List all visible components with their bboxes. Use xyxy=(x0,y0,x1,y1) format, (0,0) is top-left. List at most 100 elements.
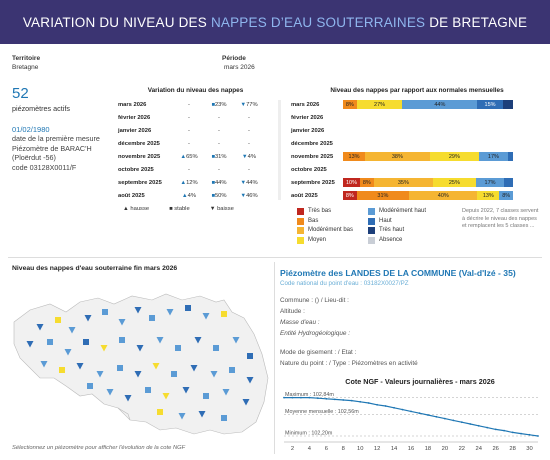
piezometer-marker-baisse[interactable] xyxy=(242,399,250,406)
ngf-point[interactable] xyxy=(333,398,336,401)
ngf-point[interactable] xyxy=(443,417,446,420)
filter-territoire[interactable]: Territoire Bretagne xyxy=(12,54,40,72)
ngf-point[interactable] xyxy=(452,419,455,422)
variation-row[interactable]: octobre 2025 - - - xyxy=(118,163,264,176)
piezometer-marker-stable[interactable] xyxy=(247,353,253,359)
bar-segment-mod_haut[interactable]: 44% xyxy=(402,100,478,109)
piezometer-marker-stable[interactable] xyxy=(149,315,155,321)
piezometer-marker-baisse[interactable] xyxy=(194,337,202,344)
ngf-point[interactable] xyxy=(418,412,421,415)
ngf-point[interactable] xyxy=(528,433,531,436)
piezometer-marker-baisse[interactable] xyxy=(190,365,198,372)
ngf-point[interactable] xyxy=(494,428,497,431)
ngf-point[interactable] xyxy=(477,424,480,427)
stacked-bar[interactable]: 13% 38% 29% 17% xyxy=(343,152,513,161)
ngf-point[interactable] xyxy=(300,396,302,399)
ngf-point[interactable] xyxy=(359,400,362,403)
variation-row[interactable]: décembre 2025 - - - xyxy=(118,137,264,150)
ngf-point[interactable] xyxy=(325,397,328,400)
ngf-point[interactable] xyxy=(384,405,387,407)
levels-row[interactable]: août 2025 8% 31% 40% 13% 8% xyxy=(291,189,513,202)
piezometer-marker-stable[interactable] xyxy=(213,345,219,351)
variation-row[interactable]: novembre 2025 ▲65% ■31% ▼4% xyxy=(118,150,264,163)
variation-row[interactable]: septembre 2025 ▲12% ■44% ▼44% xyxy=(118,176,264,189)
ngf-point[interactable] xyxy=(486,426,489,429)
piezometer-marker-baisse[interactable] xyxy=(100,345,108,352)
ngf-point[interactable] xyxy=(469,423,472,425)
piezometer-marker-stable[interactable] xyxy=(175,345,181,351)
variation-row[interactable]: janvier 2026 - - - xyxy=(118,124,264,137)
piezometer-marker-baisse[interactable] xyxy=(68,327,76,334)
filter-periode[interactable]: Période mars 2026 xyxy=(222,54,255,72)
variation-row[interactable]: février 2026 - - - xyxy=(118,111,264,124)
piezometer-marker-stable[interactable] xyxy=(83,339,89,345)
piezometer-marker-baisse[interactable] xyxy=(182,387,190,394)
brittany-map[interactable] xyxy=(10,282,270,442)
piezometer-marker-stable[interactable] xyxy=(117,365,123,371)
bar-segment-mod_bas[interactable]: 38% xyxy=(365,152,430,161)
piezometer-marker-baisse[interactable] xyxy=(222,389,230,396)
ngf-point[interactable] xyxy=(537,435,539,437)
bar-segment-mod_haut[interactable]: 17% xyxy=(478,152,508,161)
ngf-point[interactable] xyxy=(393,406,395,409)
piezometer-marker-baisse[interactable] xyxy=(210,371,218,378)
levels-row[interactable]: novembre 2025 13% 38% 29% 17% xyxy=(291,150,513,163)
piezometer-marker-stable[interactable] xyxy=(203,393,209,399)
ngf-chart[interactable]: Maximum : 102,84m Moyenne mensuelle : 102… xyxy=(278,387,543,455)
bar-segment-haut[interactable] xyxy=(504,178,513,187)
levels-row[interactable]: octobre 2025 xyxy=(291,163,513,176)
piezometer-marker-baisse[interactable] xyxy=(106,389,114,396)
piezometer-marker-baisse[interactable] xyxy=(40,361,48,368)
piezometer-marker-stable[interactable] xyxy=(229,367,235,373)
piezometer-marker-baisse[interactable] xyxy=(178,413,186,420)
ngf-point[interactable] xyxy=(376,403,379,406)
levels-row[interactable]: septembre 2025 10% 8% 35% 25% 17% xyxy=(291,176,513,189)
bar-segment-tres_haut[interactable] xyxy=(502,100,513,109)
ngf-point[interactable] xyxy=(511,431,514,434)
bar-segment-tres_bas[interactable]: 8% xyxy=(343,191,357,200)
piezometer-marker-baisse[interactable] xyxy=(134,307,142,314)
ngf-point[interactable] xyxy=(316,397,319,400)
bar-segment-mod_bas[interactable]: 40% xyxy=(409,191,478,200)
piezometer-marker-stable[interactable] xyxy=(221,311,227,317)
stacked-bar[interactable] xyxy=(343,113,513,122)
piezometer-marker-stable[interactable] xyxy=(87,383,93,389)
bar-segment-bas[interactable]: 31% xyxy=(356,191,410,200)
piezometer-marker-stable[interactable] xyxy=(157,409,163,415)
bar-segment-haut[interactable]: 15% xyxy=(477,100,503,109)
stacked-bar[interactable] xyxy=(343,126,513,135)
bar-segment-haut[interactable] xyxy=(507,152,513,161)
ngf-point[interactable] xyxy=(308,396,311,399)
bar-segment-moyen[interactable]: 25% xyxy=(433,178,476,187)
ngf-point[interactable] xyxy=(460,421,463,424)
levels-row[interactable]: mars 2026 8% 27% 44% 15% xyxy=(291,98,513,111)
piezometer-marker-baisse[interactable] xyxy=(156,337,164,344)
piezometer-marker-baisse[interactable] xyxy=(26,341,34,348)
variation-row[interactable]: août 2025 ▲4% ■50% ▼46% xyxy=(118,189,264,202)
ngf-point[interactable] xyxy=(401,408,404,411)
ngf-point[interactable] xyxy=(503,429,506,432)
bar-segment-mod_bas[interactable]: 35% xyxy=(373,178,434,187)
piezometer-marker-stable[interactable] xyxy=(119,337,125,343)
piezometer-marker-baisse[interactable] xyxy=(84,315,92,322)
piezometer-marker-stable[interactable] xyxy=(102,309,108,315)
bar-segment-moyen[interactable]: 27% xyxy=(356,100,403,109)
ngf-point[interactable] xyxy=(367,402,370,404)
piezometer-marker-baisse[interactable] xyxy=(134,371,142,378)
piezometer-marker-baisse[interactable] xyxy=(162,393,170,400)
piezometer-marker-baisse[interactable] xyxy=(124,395,132,402)
piezometer-marker-stable[interactable] xyxy=(145,387,151,393)
levels-row[interactable]: janvier 2026 xyxy=(291,124,513,137)
bar-segment-moyen[interactable]: 29% xyxy=(429,152,479,161)
piezometer-marker-baisse[interactable] xyxy=(232,337,240,344)
ngf-point[interactable] xyxy=(410,410,412,413)
ngf-point[interactable] xyxy=(291,396,294,399)
bar-segment-mod_haut[interactable]: 17% xyxy=(475,178,505,187)
variation-scrollbar[interactable] xyxy=(278,100,281,200)
ngf-point[interactable] xyxy=(520,432,522,435)
variation-row[interactable]: mars 2026- ■23% ▼77% xyxy=(118,98,264,111)
stacked-bar[interactable]: 8% 31% 40% 13% 8% xyxy=(343,191,513,200)
piezometer-marker-stable[interactable] xyxy=(55,317,61,323)
bar-segment-tres_bas[interactable]: 10% xyxy=(343,178,360,187)
piezometer-marker-baisse[interactable] xyxy=(246,377,254,384)
